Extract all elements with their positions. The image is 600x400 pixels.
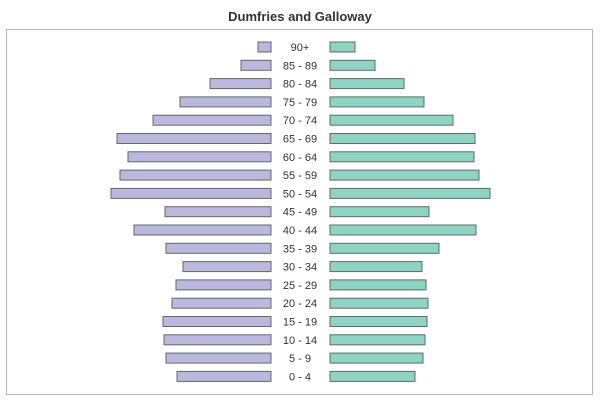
age-label-80-84: 80 - 84 — [283, 79, 317, 91]
age-label-20-24: 20 - 24 — [283, 298, 317, 310]
bar-right-5-9 — [329, 352, 424, 364]
bar-left-80-84 — [209, 78, 272, 90]
bar-right-75-79 — [329, 96, 425, 108]
bar-left-25-29 — [175, 279, 272, 291]
bar-left-55-59 — [119, 169, 272, 181]
age-label-15-19: 15 - 19 — [283, 317, 317, 329]
bar-left-10-14 — [163, 334, 272, 346]
bar-left-90plus — [257, 41, 272, 53]
bar-right-65-69 — [329, 133, 476, 144]
bar-right-15-19 — [329, 316, 428, 327]
bar-left-45-49 — [164, 206, 272, 218]
bar-left-30-34 — [182, 261, 272, 273]
bar-right-55-59 — [329, 169, 480, 181]
plot-frame — [6, 29, 593, 395]
age-label-5-9: 5 - 9 — [289, 353, 311, 365]
age-label-65-69: 65 - 69 — [283, 134, 317, 146]
bar-left-5-9 — [165, 352, 272, 364]
age-label-30-34: 30 - 34 — [283, 262, 317, 274]
age-label-25-29: 25 - 29 — [283, 280, 317, 292]
bar-right-0-4 — [329, 370, 416, 382]
right-series-bars — [329, 41, 491, 382]
bar-right-35-39 — [329, 242, 440, 254]
bar-right-50-54 — [329, 187, 491, 199]
bar-left-60-64 — [127, 151, 272, 163]
age-label-70-74: 70 - 74 — [283, 115, 317, 127]
bar-right-25-29 — [329, 279, 427, 291]
age-label-50-54: 50 - 54 — [283, 188, 317, 200]
bar-right-10-14 — [329, 334, 426, 346]
age-label-85-89: 85 - 89 — [283, 60, 317, 72]
bar-left-75-79 — [179, 96, 272, 108]
bar-right-40-44 — [329, 224, 477, 236]
bar-left-65-69 — [116, 133, 272, 144]
bar-left-20-24 — [171, 297, 272, 309]
left-series-bars — [110, 41, 272, 382]
age-label-10-14: 10 - 14 — [283, 335, 317, 347]
bar-right-20-24 — [329, 297, 429, 309]
bar-right-30-34 — [329, 261, 423, 273]
age-label-45-49: 45 - 49 — [283, 207, 317, 219]
bar-left-50-54 — [110, 187, 272, 199]
bar-right-60-64 — [329, 151, 475, 163]
age-label-40-44: 40 - 44 — [283, 225, 317, 237]
bar-left-85-89 — [240, 59, 272, 71]
bar-right-85-89 — [329, 59, 376, 71]
bar-left-15-19 — [162, 316, 272, 327]
bar-left-70-74 — [152, 114, 272, 126]
age-label-60-64: 60 - 64 — [283, 152, 317, 164]
bar-right-70-74 — [329, 114, 454, 126]
chart-title: Dumfries and Galloway — [228, 9, 372, 24]
bar-left-0-4 — [176, 370, 272, 382]
age-label-35-39: 35 - 39 — [283, 243, 317, 255]
bar-right-90plus — [329, 41, 356, 53]
age-label-0-4: 0 - 4 — [289, 371, 311, 383]
bar-right-45-49 — [329, 206, 430, 218]
age-label-55-59: 55 - 59 — [283, 170, 317, 182]
age-label-75-79: 75 - 79 — [283, 97, 317, 109]
bar-right-80-84 — [329, 78, 405, 90]
age-label-90plus: 90+ — [291, 42, 310, 54]
bar-left-35-39 — [165, 242, 272, 254]
bar-left-40-44 — [133, 224, 272, 236]
category-labels: 90+ 85 - 89 80 - 84 75 - 79 70 - 74 65 - 69 60… — [283, 42, 317, 383]
